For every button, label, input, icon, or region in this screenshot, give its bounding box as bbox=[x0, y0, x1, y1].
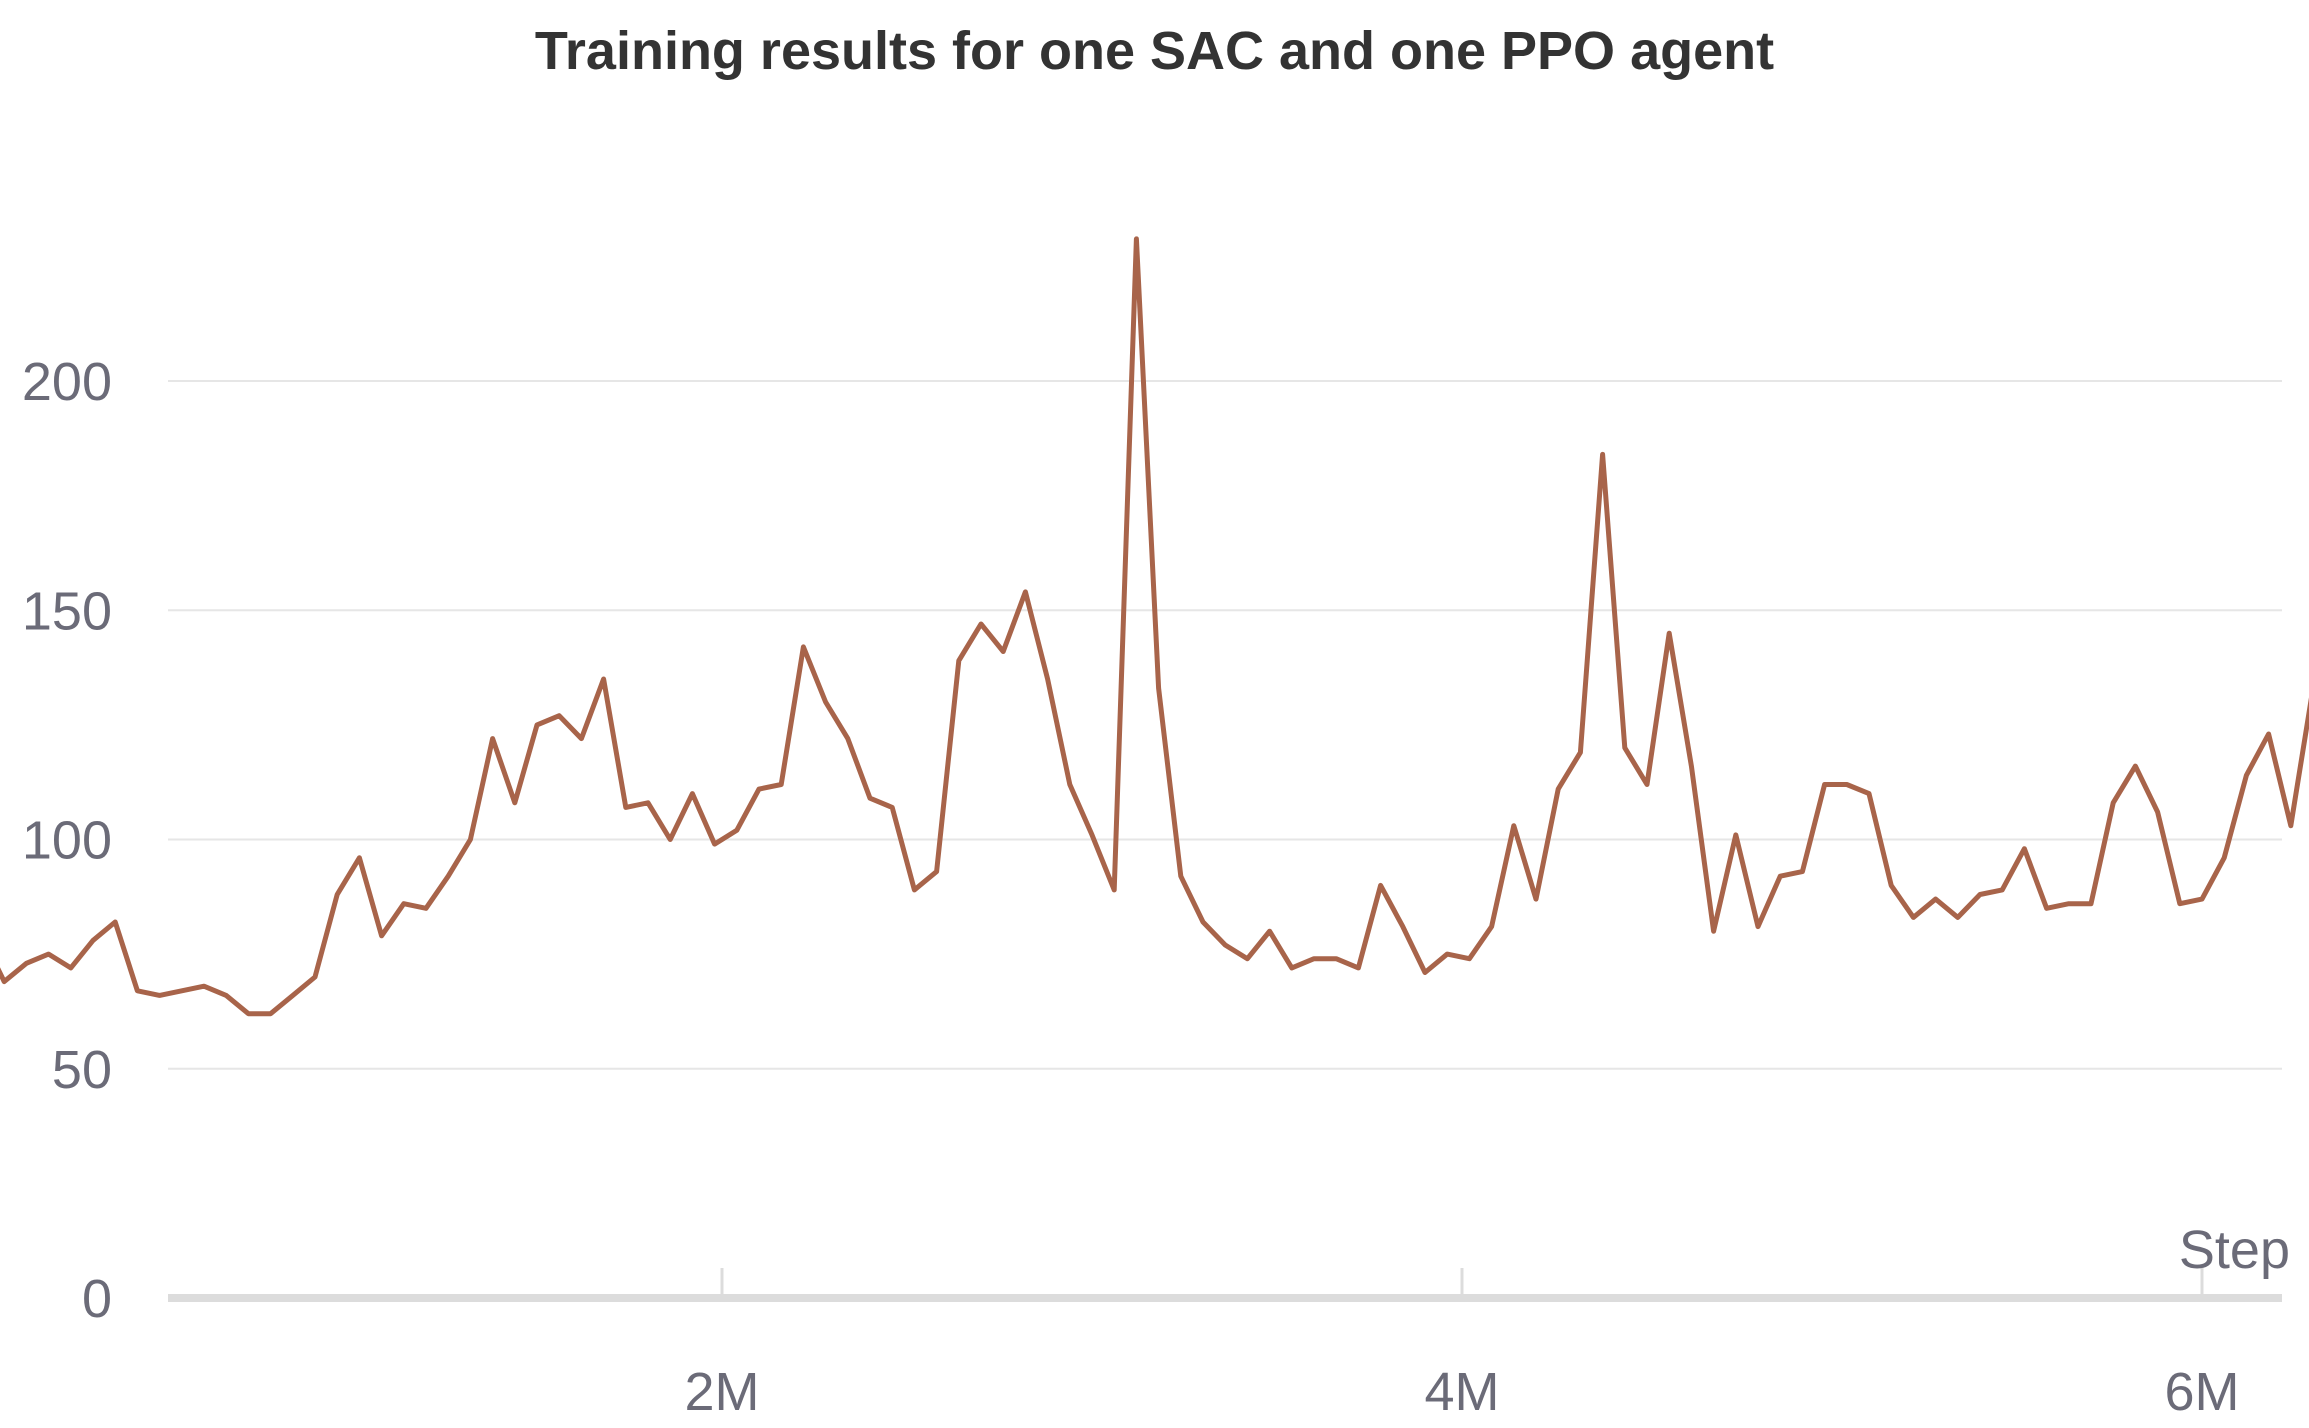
y-tick-label-200: 200 bbox=[22, 352, 112, 412]
chart-title: Training results for one SAC and one PPO… bbox=[534, 21, 1775, 81]
y-tick-label-150: 150 bbox=[22, 581, 112, 641]
y-tick-label-0: 0 bbox=[82, 1269, 112, 1329]
x-tick-label-4M: 4M bbox=[1424, 1362, 1499, 1422]
series-line-0 bbox=[0, 236, 2309, 1017]
tick-labels: 0 50 100 150 200 2M 4M 6M bbox=[22, 352, 2240, 1422]
x-tick-label-6M: 6M bbox=[2164, 1362, 2239, 1422]
y-tick-label-50: 50 bbox=[52, 1040, 112, 1100]
x-axis bbox=[168, 1268, 2282, 1302]
y-tick-label-100: 100 bbox=[22, 811, 112, 871]
gridlines bbox=[168, 380, 2282, 1070]
x-axis-title: Step bbox=[2179, 1220, 2290, 1280]
series-layer bbox=[0, 236, 2309, 1017]
x-tick-label-2M: 2M bbox=[684, 1362, 759, 1422]
